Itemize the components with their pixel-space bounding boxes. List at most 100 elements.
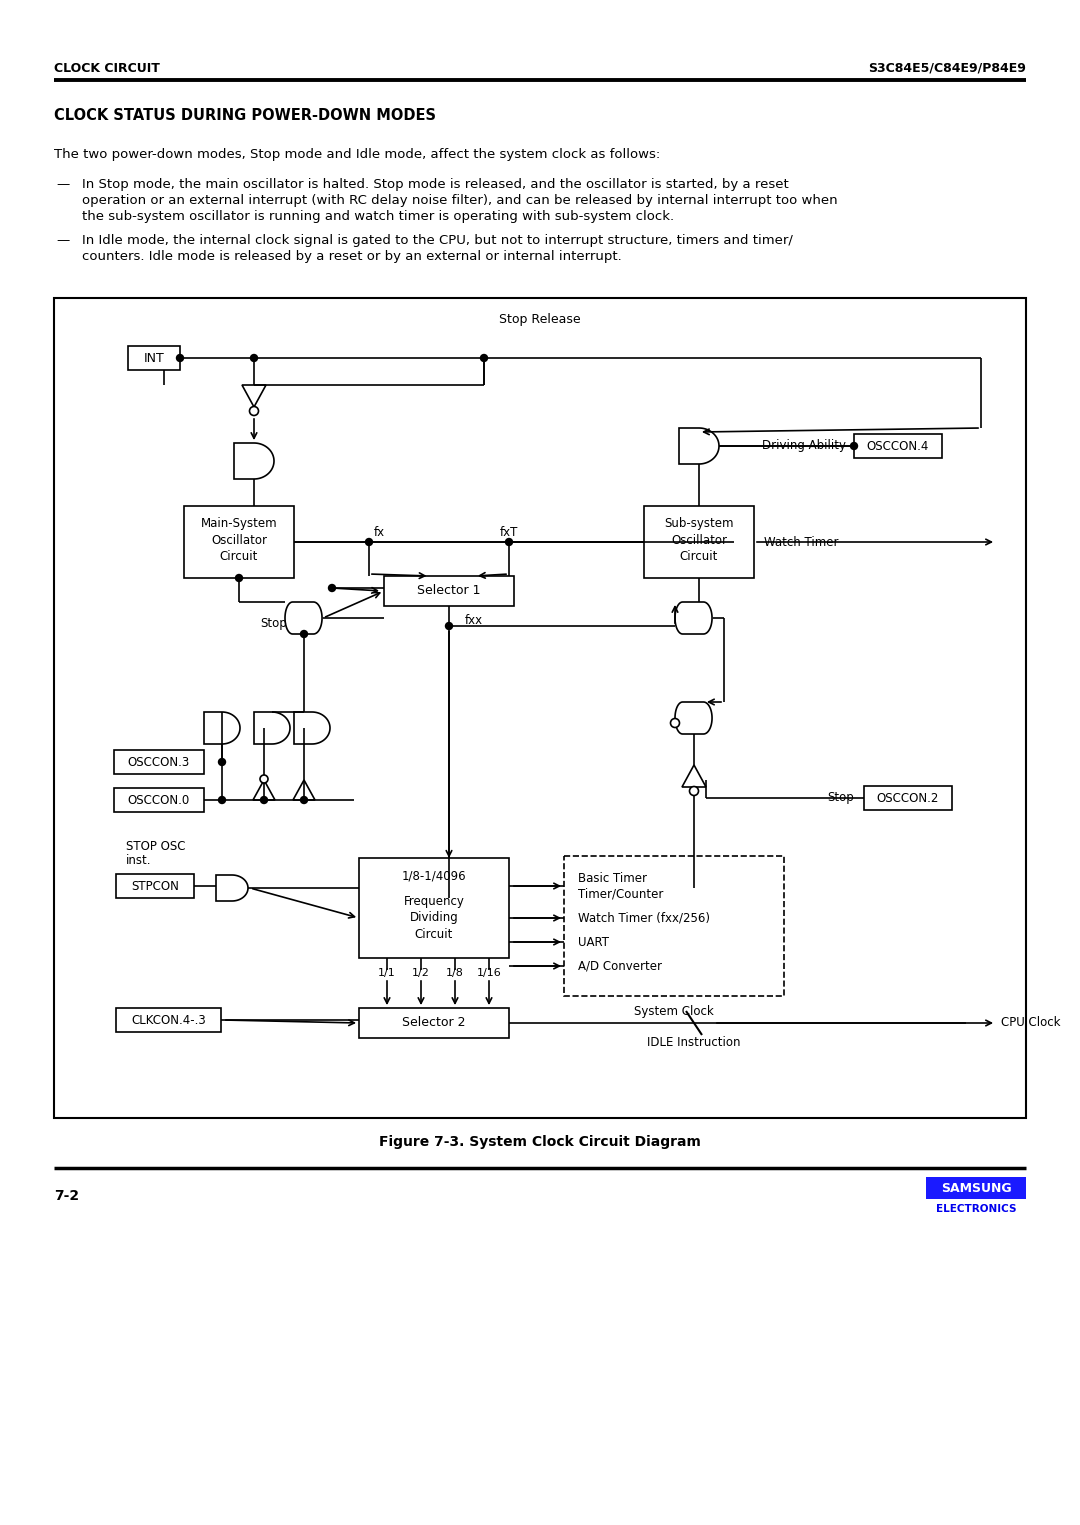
Text: In Stop mode, the main oscillator is halted. Stop mode is released, and the osci: In Stop mode, the main oscillator is hal…: [82, 178, 788, 191]
Text: CLKCON.4-.3: CLKCON.4-.3: [131, 1014, 206, 1026]
Bar: [644, 506, 754, 578]
Text: OSCCON.3: OSCCON.3: [127, 755, 190, 769]
Text: fx: fx: [374, 526, 384, 538]
Text: Circuit: Circuit: [220, 549, 258, 563]
Circle shape: [218, 758, 226, 766]
Text: STOP OSC: STOP OSC: [126, 839, 186, 852]
Circle shape: [328, 584, 336, 592]
Circle shape: [505, 538, 513, 546]
Text: Stop: Stop: [827, 791, 854, 805]
Bar: [54, 297, 1026, 1118]
Bar: [926, 1177, 1026, 1199]
Polygon shape: [253, 779, 275, 801]
Text: Circuit: Circuit: [679, 549, 718, 563]
Bar: [129, 346, 180, 371]
Circle shape: [260, 796, 268, 804]
Text: IDLE Instruction: IDLE Instruction: [647, 1037, 741, 1049]
Text: Timer/Counter: Timer/Counter: [578, 888, 663, 900]
Circle shape: [671, 718, 679, 727]
Polygon shape: [216, 875, 248, 901]
Polygon shape: [242, 384, 266, 407]
Text: 1/16: 1/16: [476, 968, 501, 978]
Text: CPU Clock: CPU Clock: [1001, 1017, 1061, 1029]
Text: OSCCON.0: OSCCON.0: [127, 793, 190, 807]
Polygon shape: [234, 442, 274, 479]
Circle shape: [851, 442, 858, 450]
Text: SAMSUNG: SAMSUNG: [941, 1182, 1011, 1194]
Text: INT: INT: [144, 351, 164, 364]
Polygon shape: [675, 602, 712, 634]
Text: ELECTRONICS: ELECTRONICS: [935, 1205, 1016, 1214]
Text: Selector 1: Selector 1: [417, 584, 481, 598]
Text: fxx: fxx: [464, 615, 483, 627]
Circle shape: [300, 796, 308, 804]
Text: Circuit: Circuit: [415, 927, 454, 941]
Text: Watch Timer: Watch Timer: [764, 535, 838, 549]
Polygon shape: [293, 779, 315, 801]
Text: fxT: fxT: [500, 526, 518, 538]
Bar: [116, 874, 194, 898]
Bar: [864, 785, 951, 810]
Text: System Clock: System Clock: [634, 1005, 714, 1019]
Text: CLOCK STATUS DURING POWER-DOWN MODES: CLOCK STATUS DURING POWER-DOWN MODES: [54, 107, 436, 122]
Text: 1/2: 1/2: [413, 968, 430, 978]
Circle shape: [481, 354, 487, 361]
Bar: [384, 576, 514, 605]
Text: Driving Ability: Driving Ability: [762, 439, 846, 453]
Bar: [114, 750, 204, 775]
Text: The two power-down modes, Stop mode and Idle mode, affect the system clock as fo: The two power-down modes, Stop mode and …: [54, 148, 660, 162]
Circle shape: [251, 354, 257, 361]
Text: counters. Idle mode is released by a reset or by an external or internal interru: counters. Idle mode is released by a res…: [82, 250, 622, 262]
Text: Oscillator: Oscillator: [211, 534, 267, 546]
Bar: [359, 1008, 509, 1039]
Polygon shape: [294, 712, 330, 744]
Text: the sub-system oscillator is running and watch timer is operating with sub-syste: the sub-system oscillator is running and…: [82, 210, 674, 223]
Text: operation or an external interrupt (with RC delay noise filter), and can be rele: operation or an external interrupt (with…: [82, 194, 838, 207]
Text: Frequency: Frequency: [404, 895, 464, 909]
Text: S3C84E5/C84E9/P84E9: S3C84E5/C84E9/P84E9: [868, 61, 1026, 75]
Circle shape: [249, 407, 258, 415]
Text: —: —: [56, 233, 69, 247]
Polygon shape: [681, 766, 706, 787]
Text: Dividing: Dividing: [409, 912, 458, 924]
Text: Selector 2: Selector 2: [402, 1017, 465, 1029]
Text: Sub-system: Sub-system: [664, 517, 733, 531]
Text: CLOCK CIRCUIT: CLOCK CIRCUIT: [54, 61, 160, 75]
Circle shape: [689, 787, 699, 796]
Text: UART: UART: [578, 935, 609, 949]
Bar: [184, 506, 294, 578]
Circle shape: [300, 630, 308, 637]
Text: 1/8-1/4096: 1/8-1/4096: [402, 869, 467, 883]
Circle shape: [446, 622, 453, 630]
Text: Basic Timer: Basic Timer: [578, 871, 647, 884]
Text: Main-System: Main-System: [201, 517, 278, 531]
Text: STPCON: STPCON: [131, 880, 179, 892]
Polygon shape: [254, 712, 291, 744]
Circle shape: [260, 775, 268, 782]
Polygon shape: [285, 602, 322, 634]
Bar: [116, 1008, 221, 1032]
Circle shape: [365, 538, 373, 546]
Text: 1/8: 1/8: [446, 968, 464, 978]
Text: OSCCON.2: OSCCON.2: [877, 791, 940, 805]
Text: OSCCON.4: OSCCON.4: [867, 439, 929, 453]
Text: inst.: inst.: [126, 854, 151, 866]
Text: Figure 7-3. System Clock Circuit Diagram: Figure 7-3. System Clock Circuit Diagram: [379, 1135, 701, 1148]
Polygon shape: [679, 429, 719, 464]
Text: A/D Converter: A/D Converter: [578, 959, 662, 973]
Circle shape: [235, 575, 243, 581]
Text: Watch Timer (fxx/256): Watch Timer (fxx/256): [578, 912, 710, 924]
Text: —: —: [56, 178, 69, 191]
Circle shape: [218, 796, 226, 804]
Circle shape: [176, 354, 184, 361]
Text: In Idle mode, the internal clock signal is gated to the CPU, but not to interrup: In Idle mode, the internal clock signal …: [82, 233, 793, 247]
Bar: [854, 435, 942, 457]
Polygon shape: [675, 702, 712, 734]
Text: 7-2: 7-2: [54, 1190, 79, 1203]
Text: 1/1: 1/1: [378, 968, 396, 978]
Bar: [359, 859, 509, 958]
Bar: [564, 856, 784, 996]
Bar: [114, 788, 204, 811]
Text: Oscillator: Oscillator: [671, 534, 727, 546]
Text: Stop Release: Stop Release: [499, 314, 581, 326]
